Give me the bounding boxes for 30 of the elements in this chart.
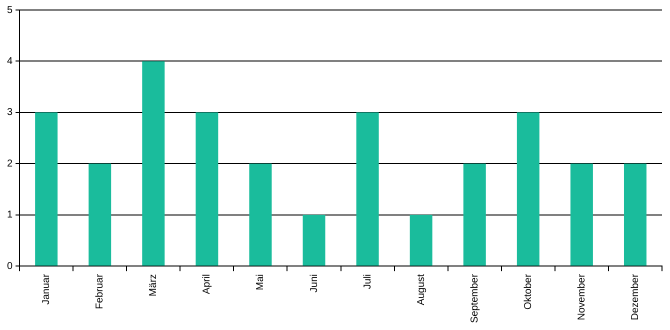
y-tick-label: 3: [7, 107, 13, 118]
bar: [196, 112, 218, 266]
bar: [302, 214, 326, 266]
y-tick-label: 2: [7, 158, 13, 170]
bar: [463, 164, 486, 266]
x-tick-label: Juni: [308, 274, 320, 292]
bar: [624, 164, 646, 266]
bar: [570, 164, 593, 266]
x-tick-label: August: [416, 274, 427, 306]
bar: [88, 164, 112, 266]
x-tick-label: September: [469, 273, 480, 324]
bar: [35, 112, 58, 266]
x-tick-label: Februar: [94, 273, 106, 310]
x-tick-label: Juli: [362, 274, 374, 290]
x-tick-label: Januar: [41, 273, 52, 305]
x-tick-label: März: [148, 274, 160, 296]
x-tick-label: Mai: [255, 274, 266, 290]
x-tick-label: April: [202, 274, 213, 294]
y-tick-label: 1: [7, 210, 13, 221]
bar: [142, 61, 165, 266]
bar: [410, 214, 432, 266]
bar: [249, 164, 272, 266]
y-tick-label: 0: [7, 260, 13, 272]
x-tick-label: Oktober: [522, 273, 534, 310]
y-tick-label: 4: [7, 56, 13, 67]
y-tick-label: 5: [7, 4, 13, 16]
bar: [356, 112, 379, 266]
bar: [516, 112, 540, 266]
x-tick-label: November: [576, 273, 588, 320]
x-tick-label: Dezember: [630, 273, 641, 320]
